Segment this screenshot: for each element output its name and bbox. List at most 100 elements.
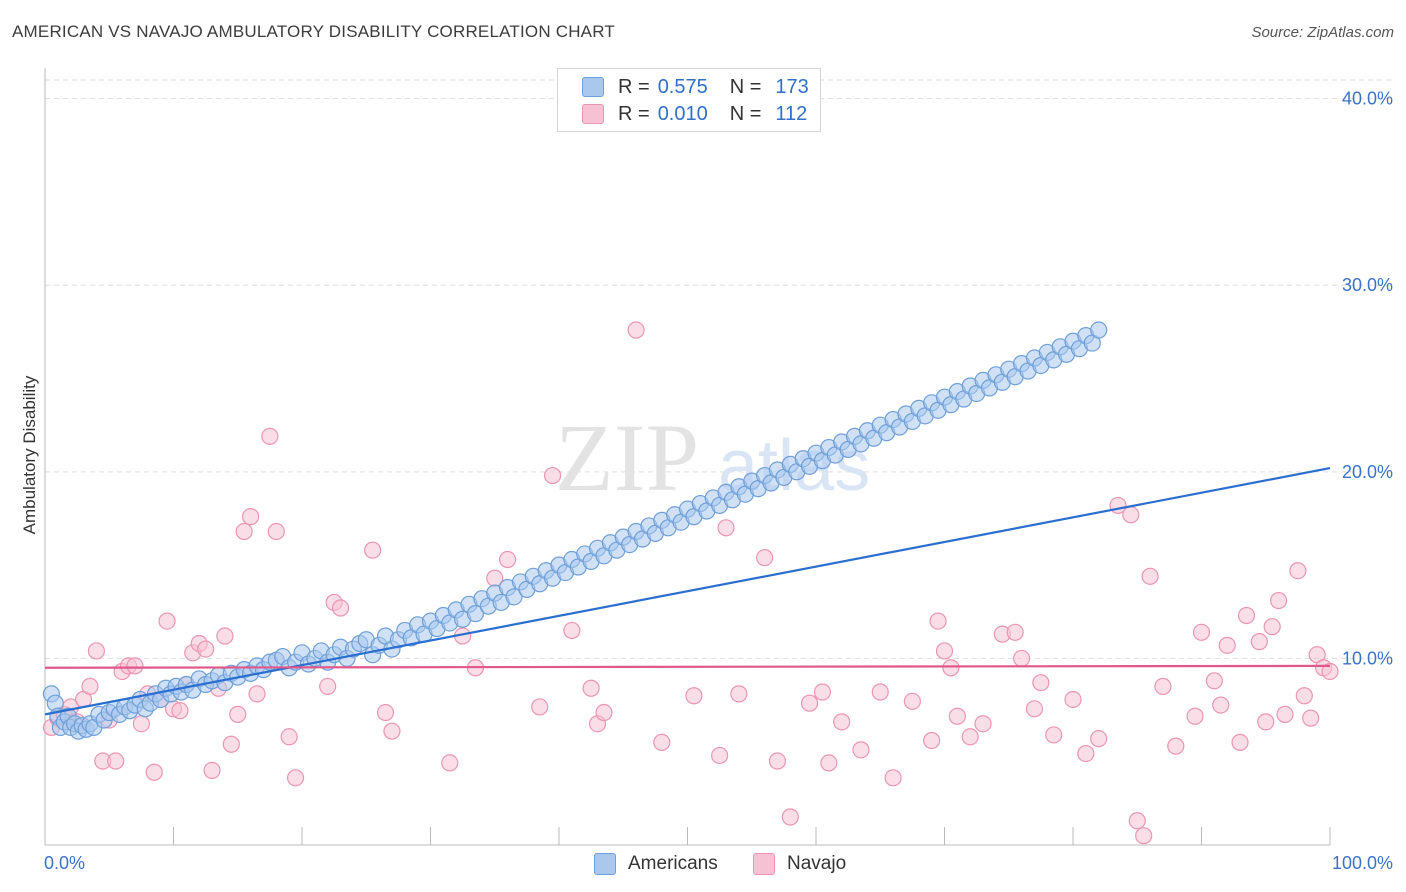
navajo-point	[171, 702, 189, 720]
navajo-point	[1257, 713, 1275, 731]
navajo-point	[441, 754, 459, 772]
americans-n-label: N =	[729, 75, 762, 98]
navajo-point	[1167, 737, 1185, 755]
legend-row-americans: R = 0.575 N = 173	[582, 74, 809, 100]
navajo-point	[543, 466, 562, 485]
bottom-legend-americans: Americans	[594, 852, 718, 876]
americans-r-value: 0.575	[657, 75, 708, 98]
navajo-point	[1250, 633, 1268, 651]
navajo-r-label: R =	[618, 102, 650, 125]
navajo-point	[1077, 744, 1095, 763]
navajo-point	[1032, 674, 1050, 692]
navajo-point	[1006, 623, 1024, 641]
navajo-point	[158, 612, 176, 630]
navajo-point	[222, 735, 240, 753]
navajo-point	[768, 752, 787, 770]
americans-legend-swatch	[594, 853, 616, 875]
navajo-point	[833, 713, 851, 731]
navajo-point	[1141, 567, 1159, 585]
navajo-point	[87, 642, 106, 660]
grid-layer	[45, 79, 1392, 659]
navajo-point	[1122, 506, 1140, 524]
navajo-point	[923, 731, 941, 750]
americans-r-label: R =	[618, 75, 650, 98]
watermark-zip: ZIP	[555, 404, 699, 511]
navajo-point	[813, 683, 832, 701]
navajo-point	[711, 746, 729, 765]
navajo-point	[730, 685, 748, 703]
navajo-point	[1045, 726, 1063, 744]
navajo-point	[627, 321, 645, 339]
navajo-point	[871, 683, 889, 701]
americans-point	[1090, 321, 1108, 339]
x-tick-label-min: 0.0%	[44, 853, 85, 873]
navajo-point	[499, 550, 517, 569]
navajo-point	[261, 427, 279, 445]
navajo-point	[1012, 649, 1031, 668]
navajo-point	[364, 541, 382, 559]
navajo-point	[1276, 705, 1294, 723]
navajo-point	[280, 728, 298, 746]
navajo-point	[267, 522, 285, 541]
navajo-point	[974, 715, 992, 733]
navajo-point	[961, 728, 979, 746]
axis-layer	[44, 68, 1331, 846]
navajo-legend-label: Navajo	[787, 853, 847, 874]
y-tick-label: 20.0%	[1342, 462, 1393, 482]
navajo-point	[1128, 812, 1146, 830]
americans-point	[466, 605, 485, 623]
bottom-legend-navajo: Navajo	[753, 852, 846, 876]
navajo-point	[942, 659, 960, 677]
chart-title: AMERICAN VS NAVAJO AMBULATORY DISABILITY…	[12, 22, 615, 41]
navajo-point	[331, 599, 350, 617]
navajo-point	[126, 657, 144, 675]
y-axis-label: Ambulatory Disability	[20, 375, 39, 534]
navajo-point	[1192, 623, 1211, 641]
navajo-point	[852, 741, 870, 759]
navajo-point	[582, 679, 600, 697]
navajo-point	[1321, 662, 1339, 681]
navajo-point	[1212, 696, 1230, 714]
navajo-point	[248, 685, 266, 703]
label-layer: 10.0% 20.0% 30.0% 40.0% 0.0% 100.0% Ambulatory…	[20, 89, 1393, 873]
navajo-legend-swatch	[753, 853, 775, 875]
americans-swatch	[582, 77, 604, 97]
navajo-point	[1205, 672, 1223, 690]
navajo-r-value: 0.010	[657, 102, 708, 125]
navajo-point	[1154, 677, 1172, 696]
navajo-n-value: 112	[775, 102, 808, 125]
navajo-point	[81, 677, 99, 696]
y-tick-label: 40.0%	[1342, 89, 1393, 109]
correlation-legend: R = 0.575 N = 173 R = 0.010 N = 112	[557, 68, 821, 132]
navajo-point	[1025, 700, 1044, 718]
navajo-point	[229, 705, 247, 723]
navajo-point	[755, 549, 774, 567]
navajo-point	[1135, 827, 1153, 845]
y-tick-label: 30.0%	[1342, 275, 1393, 295]
navajo-point	[929, 612, 947, 630]
navajo-point	[1090, 730, 1108, 748]
source-label: Source: ZipAtlas.com	[1251, 24, 1394, 41]
navajo-point	[717, 519, 735, 537]
navajo-n-label: N =	[729, 102, 762, 125]
navajo-point	[383, 722, 401, 740]
navajo-point	[145, 763, 163, 781]
navajo-point	[242, 508, 260, 526]
navajo-point	[653, 733, 671, 751]
navajo-point	[235, 522, 253, 541]
navajo-point	[203, 761, 221, 779]
navajo-point	[1186, 707, 1204, 725]
navajo-point	[563, 621, 581, 640]
navajo-trend-line	[44, 664, 1331, 669]
navajo-point	[376, 703, 395, 722]
americans-trend-line	[44, 467, 1331, 716]
navajo-point	[820, 754, 838, 772]
navajo-point	[1231, 733, 1249, 751]
navajo-point	[1263, 618, 1281, 636]
navajo-point	[216, 627, 234, 645]
americans-point	[505, 588, 523, 606]
navajo-point	[1289, 562, 1307, 580]
navajo-point	[800, 694, 819, 712]
navajo-point	[1302, 709, 1320, 727]
